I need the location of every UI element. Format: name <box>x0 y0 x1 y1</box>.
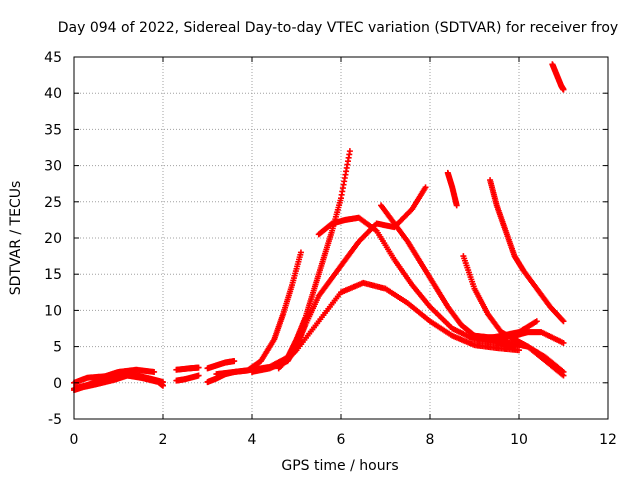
series-track-n <box>444 169 460 209</box>
data-point <box>231 358 238 365</box>
data-point <box>195 364 202 371</box>
data-point <box>516 347 522 354</box>
y-tick-label: 35 <box>44 122 62 138</box>
series-track-d <box>173 372 202 384</box>
series-track-r <box>480 318 540 343</box>
data-point <box>559 317 566 324</box>
y-tick-label: 10 <box>44 303 62 319</box>
data-point <box>422 184 429 191</box>
axis-ticks: 0 2 4 6 8 10 12 -5 0 5 10 15 20 25 30 35 40 45 <box>44 50 617 448</box>
y-tick-label: 30 <box>44 159 62 175</box>
y-tick-label: 20 <box>44 231 62 247</box>
x-tick-label: 0 <box>70 432 79 448</box>
series-track-p <box>487 177 567 325</box>
data-points <box>71 61 567 394</box>
series-track-b <box>71 366 158 386</box>
data-point <box>560 368 567 375</box>
data-point <box>346 148 353 155</box>
series-track-l <box>315 214 518 350</box>
x-axis-label: GPS time / hours <box>281 458 398 474</box>
series-track-s <box>549 61 567 93</box>
series-track-e <box>173 364 202 373</box>
y-tick-label: 25 <box>44 195 62 211</box>
x-tick-label: 12 <box>599 432 617 448</box>
y-tick-label: 5 <box>53 340 62 356</box>
x-tick-label: 8 <box>426 432 435 448</box>
data-point <box>195 372 202 379</box>
data-point <box>151 368 158 375</box>
grid-lines <box>74 57 608 419</box>
y-tick-label: 15 <box>44 267 62 283</box>
y-tick-label: 0 <box>53 376 62 392</box>
y-tick-label: -5 <box>48 412 62 428</box>
data-point <box>297 249 304 256</box>
series-track-g <box>204 358 238 372</box>
series-track-c <box>71 372 166 394</box>
series-track-k <box>275 279 522 372</box>
y-axis-label: SDTVAR / TECUs <box>8 181 24 296</box>
chart-title: Day 094 of 2022, Sidereal Day-to-day VTE… <box>58 20 618 36</box>
data-point <box>160 382 166 389</box>
y-tick-label: 45 <box>44 50 62 66</box>
x-tick-label: 6 <box>337 432 346 448</box>
data-point <box>560 318 567 325</box>
series-track-i <box>213 148 353 378</box>
data-point <box>560 86 567 93</box>
data-point <box>453 202 460 209</box>
data-point <box>533 318 540 325</box>
x-tick-label: 2 <box>159 432 168 448</box>
data-point <box>560 339 567 346</box>
x-tick-label: 10 <box>510 432 528 448</box>
x-tick-label: 4 <box>248 432 257 448</box>
y-tick-label: 40 <box>44 86 62 102</box>
